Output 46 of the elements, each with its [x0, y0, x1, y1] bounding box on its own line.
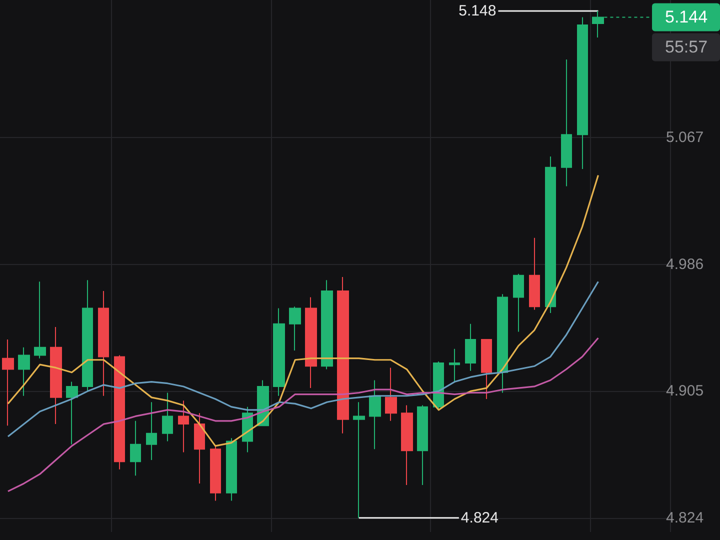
annotation: 5.148: [458, 2, 496, 20]
candlestick: [305, 296, 317, 389]
candlestick: [465, 323, 476, 372]
candlestick: [433, 360, 444, 410]
candlestick: [2, 339, 14, 426]
candlestick: [114, 354, 125, 470]
candlestick: [545, 156, 556, 314]
y-tick-label: 4.986: [666, 256, 704, 273]
candlestick: [50, 326, 62, 425]
ref-line-label: 5.144: [665, 8, 708, 27]
candlestick: [194, 412, 205, 484]
candlestick: [417, 404, 428, 486]
candlestick: [162, 392, 173, 442]
candlestick: [561, 58, 572, 187]
candlestick: [385, 367, 397, 422]
candlestick: [273, 308, 285, 396]
candlestick: [210, 445, 221, 502]
line-series: [7, 337, 600, 492]
candlestick: [321, 280, 333, 370]
candlestick: [34, 281, 46, 359]
annotation: 4.824: [460, 509, 498, 526]
candlestick: [353, 402, 365, 518]
line-series: [7, 174, 600, 447]
candlestick: [226, 438, 237, 502]
candlestick: [18, 346, 30, 396]
line-series: [7, 280, 600, 438]
candlestick: [497, 294, 508, 394]
candlestick: [529, 237, 540, 310]
candlestick: [98, 290, 109, 396]
text: 55:57: [665, 38, 708, 57]
candlestick: [449, 348, 460, 382]
y-tick-label: 4.824: [666, 509, 704, 526]
y-tick-label: 5.067: [666, 129, 704, 146]
candlestick: [178, 400, 189, 453]
candlestick: [146, 402, 157, 461]
candlestick: [289, 306, 301, 351]
candlestick: [337, 276, 349, 434]
candlestick: [481, 339, 492, 400]
candlestick: [66, 381, 78, 445]
candlestick: [369, 380, 381, 450]
y-tick-label: 4.905: [666, 382, 704, 400]
candlestick: [577, 16, 588, 170]
candlestick: [82, 280, 93, 392]
candlestick: [513, 273, 524, 332]
candlestick: [401, 404, 413, 486]
candlestick: [130, 420, 141, 476]
